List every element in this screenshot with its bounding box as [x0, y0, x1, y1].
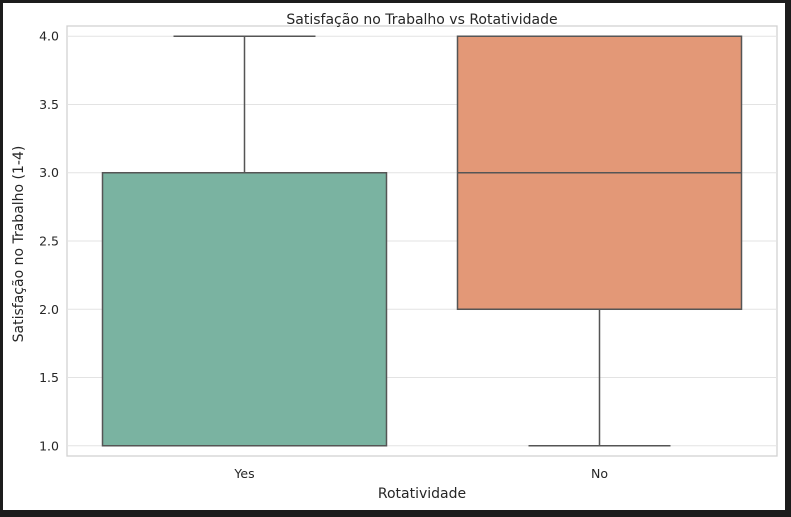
chart-title: Satisfação no Trabalho vs Rotatividade [286, 12, 557, 28]
y-tick-label: 2.5 [39, 234, 59, 249]
y-axis-label: Satisfação no Trabalho (1-4) [11, 146, 27, 343]
x-tick-label: No [591, 466, 608, 481]
x-tick-labels: Yes No [233, 466, 608, 481]
y-tick-label: 2.0 [39, 302, 59, 317]
y-tick-labels: 1.0 1.5 2.0 2.5 3.0 3.5 4.0 [39, 29, 59, 454]
box-no [456, 35, 743, 447]
y-tick-label: 1.5 [39, 370, 59, 385]
y-tick-label: 1.0 [39, 438, 59, 453]
x-tick-label: Yes [233, 466, 254, 481]
box-plot-chart: 1.0 1.5 2.0 2.5 3.0 3.5 4.0 Yes No Satisfação n… [11, 12, 778, 502]
box-yes [101, 35, 388, 447]
boxes [101, 35, 743, 447]
y-tick-label: 3.5 [39, 97, 59, 112]
y-tick-label: 4.0 [39, 29, 59, 44]
x-axis-label: Rotatividade [378, 486, 466, 502]
chart-figure: 1.0 1.5 2.0 2.5 3.0 3.5 4.0 Yes No Satisfação n… [3, 3, 785, 510]
y-tick-label: 3.0 [39, 165, 59, 180]
box-iqr [101, 171, 388, 447]
